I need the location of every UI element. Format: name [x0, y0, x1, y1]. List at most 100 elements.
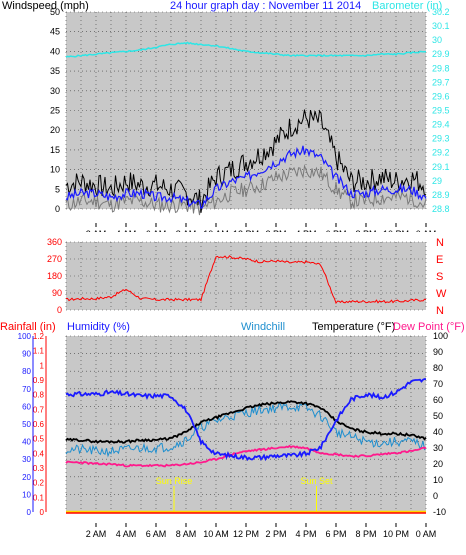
humidity-tick: 50 — [22, 420, 31, 429]
compass-label: S — [436, 271, 443, 283]
wind-y-tick: 25 — [50, 106, 60, 116]
x-tick-label: 4 AM — [116, 529, 137, 539]
x-tick-label: 8 PM — [355, 529, 376, 539]
temp-series — [65, 378, 427, 514]
x-tick-label: 12 PM — [233, 529, 259, 539]
rainfall-tick: 0.2 — [33, 479, 45, 488]
wind-low-line — [65, 164, 427, 216]
temperature-line — [65, 400, 427, 444]
wind-y-tick: 0 — [55, 204, 60, 214]
chart-title: 24 hour graph day : November 11 2014 — [170, 0, 361, 12]
barometer-tick: 29.6 — [432, 91, 450, 101]
wind-direction-line — [65, 255, 427, 305]
humidity-tick: 20 — [22, 473, 31, 482]
barometer-tick: 28.8 — [432, 204, 450, 214]
rainfall-tick: 0.3 — [33, 464, 45, 473]
humidity-tick: 60 — [22, 402, 31, 411]
rainfall-axis-label: Rainfall (in) — [0, 321, 56, 333]
humidity-axis-label: Humidity (%) — [67, 321, 130, 333]
rainfall-axis: 0 0.1 0.2 0.3 0.4 0.5 0.6 0.7 0.8 0.9 1 1.1 1.2 — [33, 332, 47, 517]
temperature-tick: 30 — [433, 443, 443, 453]
wind-y-tick: 5 — [55, 184, 60, 194]
humidity-line — [65, 378, 427, 462]
dewpoint-line — [65, 444, 427, 468]
barometer-axis-label: Barometer (in) — [372, 0, 442, 12]
dewpoint-label: Dew Point (°F) — [393, 321, 465, 333]
compass-label: N — [436, 237, 444, 249]
barometer-tick: 29.9 — [432, 49, 450, 59]
humidity-tick: 40 — [22, 438, 31, 447]
barometer-tick: 28.9 — [432, 190, 450, 200]
windchill-label: Windchill — [241, 321, 285, 333]
rainfall-tick: 0.6 — [33, 420, 45, 429]
barometer-tick: 29.3 — [432, 134, 450, 144]
rainfall-tick: 0.5 — [33, 435, 45, 444]
rainfall-tick: 1.2 — [33, 332, 45, 341]
x-tick-label: 0 AM — [416, 529, 437, 539]
wind-gridlines — [65, 11, 427, 210]
temperature-tick: 50 — [433, 411, 443, 421]
x-tick-label: 8 AM — [176, 529, 197, 539]
barometer-tick: 30 — [432, 35, 442, 45]
barometer-tick: 29.1 — [432, 162, 450, 172]
rainfall-tick: 1 — [40, 361, 45, 370]
wind-y-tick: 40 — [50, 46, 60, 56]
sun-markers: Sun Rise Sun Set — [156, 476, 333, 512]
wind-series — [65, 41, 427, 216]
rainfall-tick: 0 — [40, 508, 45, 517]
barometer-tick: 29.4 — [432, 120, 450, 130]
rainfall-tick: 0.4 — [33, 449, 45, 458]
temperature-tick: 80 — [433, 363, 443, 373]
x-tick-label: 4 PM — [295, 529, 316, 539]
humidity-tick: 90 — [22, 350, 31, 359]
wind-y-axis: 0 5 10 15 20 25 30 35 40 45 50 — [50, 7, 60, 214]
sunset-label: Sun Set — [300, 476, 333, 486]
barometer-line — [65, 41, 426, 58]
direction-y-tick: 90 — [52, 288, 62, 298]
compass-label: N — [436, 305, 444, 317]
barometer-tick: 29 — [432, 176, 442, 186]
barometer-tick: 30.1 — [432, 21, 450, 31]
temperature-axis-label: Temperature (°F) — [312, 321, 395, 333]
sunrise-label: Sun Rise — [156, 476, 193, 486]
x-tick-label: 2 PM — [265, 529, 286, 539]
rainfall-tick: 0.8 — [33, 391, 45, 400]
temperature-tick: 70 — [433, 379, 443, 389]
direction-y-axis: 0 90 180 270 360 — [47, 237, 62, 315]
compass-label: W — [436, 288, 447, 300]
direction-y-tick: 360 — [47, 237, 62, 247]
wind-y-tick: 30 — [50, 86, 60, 96]
wind-y-tick: 10 — [50, 165, 60, 175]
rainfall-tick: 0.7 — [33, 405, 45, 414]
windchill-line — [65, 402, 427, 458]
compass-label: E — [436, 254, 443, 266]
temperature-tick: 40 — [433, 427, 443, 437]
rainfall-tick: 0.1 — [33, 493, 45, 502]
wind-y-tick: 50 — [50, 7, 60, 17]
barometer-tick: 29.5 — [432, 106, 450, 116]
humidity-tick: 70 — [22, 385, 31, 394]
barometer-axis: 28.8 28.9 29 29.1 29.2 29.3 29.4 29.5 29.6 29.7 29… — [432, 7, 450, 214]
direction-y-tick: 270 — [47, 254, 62, 264]
barometer-tick: 29.8 — [432, 63, 450, 73]
wind-gust-line — [65, 109, 427, 213]
temp-x-axis: 2 AM 4 AM 6 AM 8 AM 10 AM 12 PM 2 PM 4 PM 6 PM 8 … — [86, 523, 437, 539]
humidity-tick: 80 — [22, 367, 31, 376]
barometer-tick: 29.7 — [432, 77, 450, 87]
temperature-tick: 20 — [433, 459, 443, 469]
direction-series — [65, 255, 427, 305]
direction-y-tick: 0 — [57, 305, 62, 315]
x-tick-label: 6 PM — [325, 529, 346, 539]
x-tick-label: 2 AM — [86, 529, 107, 539]
temperature-tick: -10 — [433, 507, 446, 517]
wind-axis-label: Windspeed (mph) — [2, 0, 89, 12]
temperature-tick: 90 — [433, 347, 443, 357]
x-tick-label: 6 AM — [146, 529, 167, 539]
temperature-tick: 10 — [433, 475, 443, 485]
barometer-tick: 30.2 — [432, 7, 450, 17]
rainfall-tick: 0.9 — [33, 376, 45, 385]
humidity-axis: 0 10 20 30 40 50 60 70 80 90 100 — [18, 332, 34, 517]
